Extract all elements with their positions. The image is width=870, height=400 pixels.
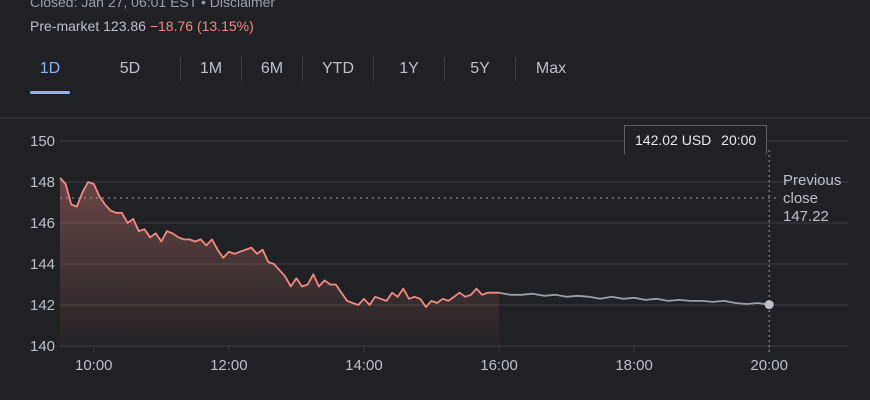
y-tick-label: 144: [30, 256, 55, 273]
tab-divider: [444, 57, 445, 81]
price-area: [60, 177, 499, 346]
regular-session-area: [60, 177, 499, 346]
y-tick-label: 146: [30, 215, 55, 232]
tab-divider: [241, 57, 242, 81]
regular-session-line: [59, 177, 499, 308]
tab-1y[interactable]: 1Y: [399, 60, 419, 77]
price-tooltip: 142.02 USD 20:00: [624, 125, 768, 154]
market-status: Closed: Jan 27, 06:01 EST • Disclaimer: [30, 0, 275, 10]
range-tabs: 1D 5D 1M 6M YTD 1Y 5Y Max: [30, 52, 586, 94]
y-tick-label: 140: [30, 338, 55, 355]
premarket-price: 123.86: [103, 18, 146, 34]
tab-divider: [373, 57, 374, 81]
y-tick-label: 148: [30, 174, 55, 191]
tab-5y[interactable]: 5Y: [470, 60, 490, 77]
hover-point[interactable]: [764, 300, 774, 310]
tab-divider: [515, 57, 516, 81]
x-tick-label: 10:00: [75, 357, 113, 374]
previous-close-line1: Previous: [783, 172, 842, 189]
x-tick-label: 20:00: [750, 357, 788, 374]
price-lines: [59, 150, 774, 352]
tab-1m[interactable]: 1M: [199, 60, 223, 77]
market-status-text: Closed: Jan 27, 06:01 EST • Disclaimer: [30, 0, 276, 10]
x-tick-label: 12:00: [210, 357, 248, 374]
y-tick-label: 150: [30, 133, 55, 150]
axis-labels: 140 142 144 146 148 150 10:00 12:00 14:00 16:00 18…: [30, 133, 788, 374]
y-tick-label: 142: [30, 297, 55, 314]
tab-ytd[interactable]: YTD: [322, 60, 354, 77]
premarket-quote: Pre-market 123.86 −18.76 (13.15%): [30, 18, 254, 34]
tab-5d[interactable]: 5D: [119, 60, 141, 77]
x-tick-label: 16:00: [480, 357, 518, 374]
previous-close-label: Previous close 147.22: [783, 172, 841, 226]
tab-6m[interactable]: 6M: [260, 60, 284, 77]
tab-max[interactable]: Max: [535, 60, 567, 77]
x-tick-label: 18:00: [615, 357, 653, 374]
previous-close-line2: close: [783, 190, 819, 207]
premarket-change: −18.76 (13.15%): [149, 18, 254, 34]
tab-divider: [302, 57, 303, 81]
tab-divider: [180, 57, 181, 81]
tab-1d[interactable]: 1D: [30, 52, 70, 94]
after-hours-line: [498, 291, 770, 306]
tooltip-price: 142.02 USD: [635, 132, 712, 148]
premarket-label: Pre-market: [30, 18, 100, 34]
tooltip-time: 20:00: [721, 132, 757, 148]
previous-close-value: 147.22: [783, 208, 829, 225]
x-tick-label: 14:00: [345, 357, 383, 374]
